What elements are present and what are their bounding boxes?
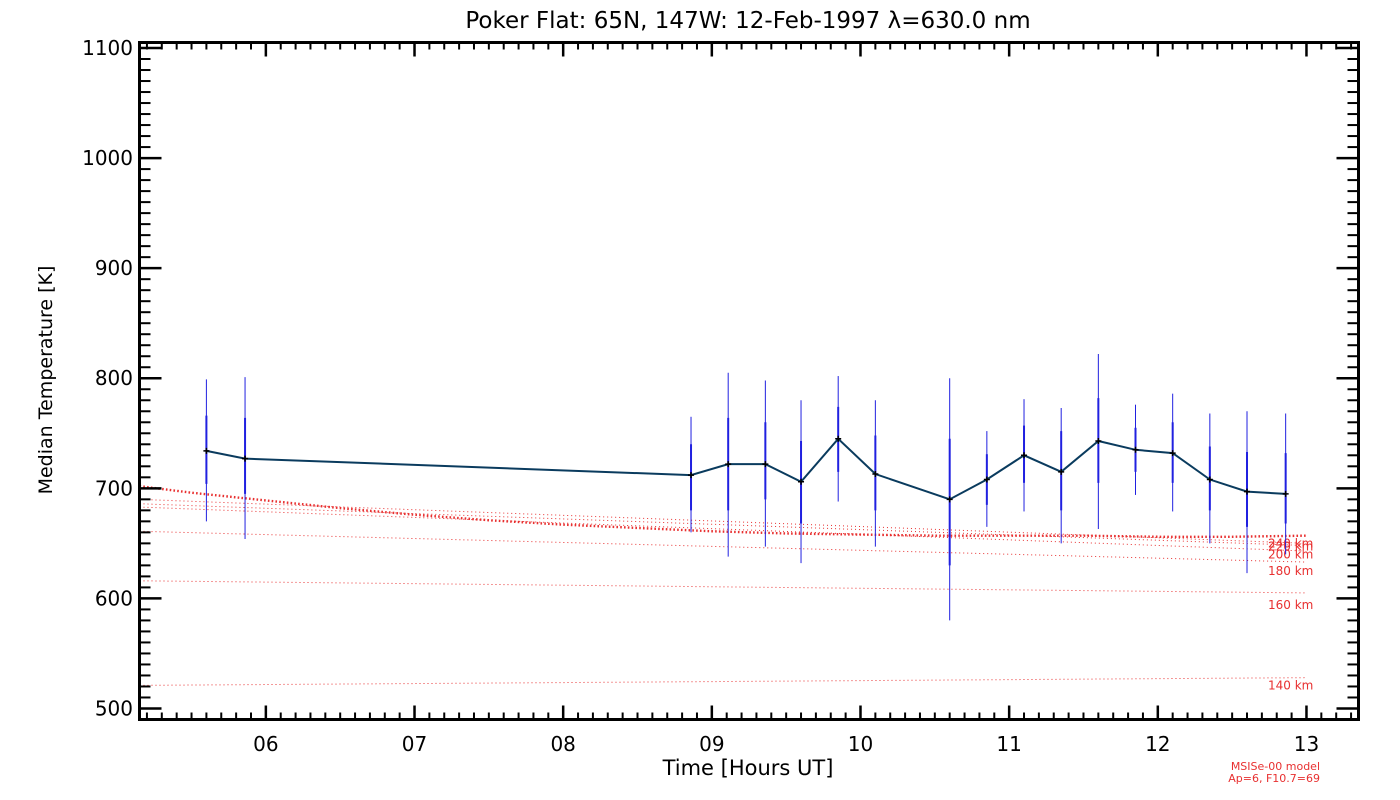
series-layer xyxy=(203,354,1289,621)
model-altitude-line-3 xyxy=(139,530,1307,563)
x-tick-label-2: 08 xyxy=(550,732,575,756)
model-note-line-0: MSISe-00 model xyxy=(1231,760,1320,773)
x-tick-label-6: 12 xyxy=(1145,732,1170,756)
data-point-7 xyxy=(872,471,879,478)
x-tick-label-7: 13 xyxy=(1294,732,1319,756)
data-point-17 xyxy=(1282,490,1289,497)
model-altitude-label-4: 160 km xyxy=(1268,598,1313,612)
data-point-2 xyxy=(688,472,695,479)
model-altitude-line-4 xyxy=(139,580,1307,594)
y-tick-label-6: 1100 xyxy=(82,36,133,60)
data-point-3 xyxy=(725,461,732,468)
x-tick-label-1: 07 xyxy=(402,732,427,756)
axes-layer: 06 07 08 09 10 11 12 13 500 600 700 800 900 1000 1100 xyxy=(82,36,1359,756)
x-tick-label-0: 06 xyxy=(253,732,278,756)
model-altitude-label-3: 180 km xyxy=(1268,564,1313,578)
data-point-5 xyxy=(798,478,805,485)
chart-title: Poker Flat: 65N, 147W: 12-Feb-1997 λ=630… xyxy=(465,8,1030,34)
y-axis-label: Median Temperature [K] xyxy=(35,266,57,495)
model-altitude-label-5: 140 km xyxy=(1268,678,1313,692)
model-altitude-label-0: 240 km xyxy=(1268,536,1313,550)
y-tick-label-5: 1000 xyxy=(82,146,133,170)
data-point-6 xyxy=(835,435,842,442)
x-axis-label: Time [Hours UT] xyxy=(662,756,834,780)
x-tick-label-5: 11 xyxy=(996,732,1021,756)
y-tick-label-3: 800 xyxy=(95,366,133,390)
y-tick-label-0: 500 xyxy=(95,696,133,720)
data-point-0 xyxy=(203,447,210,454)
model-median-curve xyxy=(139,484,1307,538)
data-point-4 xyxy=(762,461,769,468)
y-tick-label-4: 900 xyxy=(95,256,133,280)
data-point-12 xyxy=(1095,437,1102,444)
data-point-9 xyxy=(983,476,990,483)
model-altitude-line-5 xyxy=(139,677,1307,686)
data-point-1 xyxy=(242,455,249,462)
data-point-16 xyxy=(1244,488,1251,495)
x-tick-label-3: 09 xyxy=(699,732,724,756)
data-point-13 xyxy=(1132,446,1139,453)
plot-frame xyxy=(138,41,1360,721)
temperature-series-line xyxy=(206,437,1286,501)
y-tick-label-2: 700 xyxy=(95,476,133,500)
model-altitude-label-2: 200 km xyxy=(1268,547,1313,561)
model-altitude-label-1: 220 km xyxy=(1268,540,1313,554)
y-tick-label-1: 600 xyxy=(95,586,133,610)
data-point-14 xyxy=(1169,450,1176,457)
data-point-8 xyxy=(946,496,953,503)
model-note-line-1: Ap=6, F10.7=69 xyxy=(1228,772,1320,785)
data-point-10 xyxy=(1021,452,1028,459)
x-tick-label-4: 10 xyxy=(848,732,873,756)
data-point-15 xyxy=(1206,476,1213,483)
data-point-11 xyxy=(1058,468,1065,475)
